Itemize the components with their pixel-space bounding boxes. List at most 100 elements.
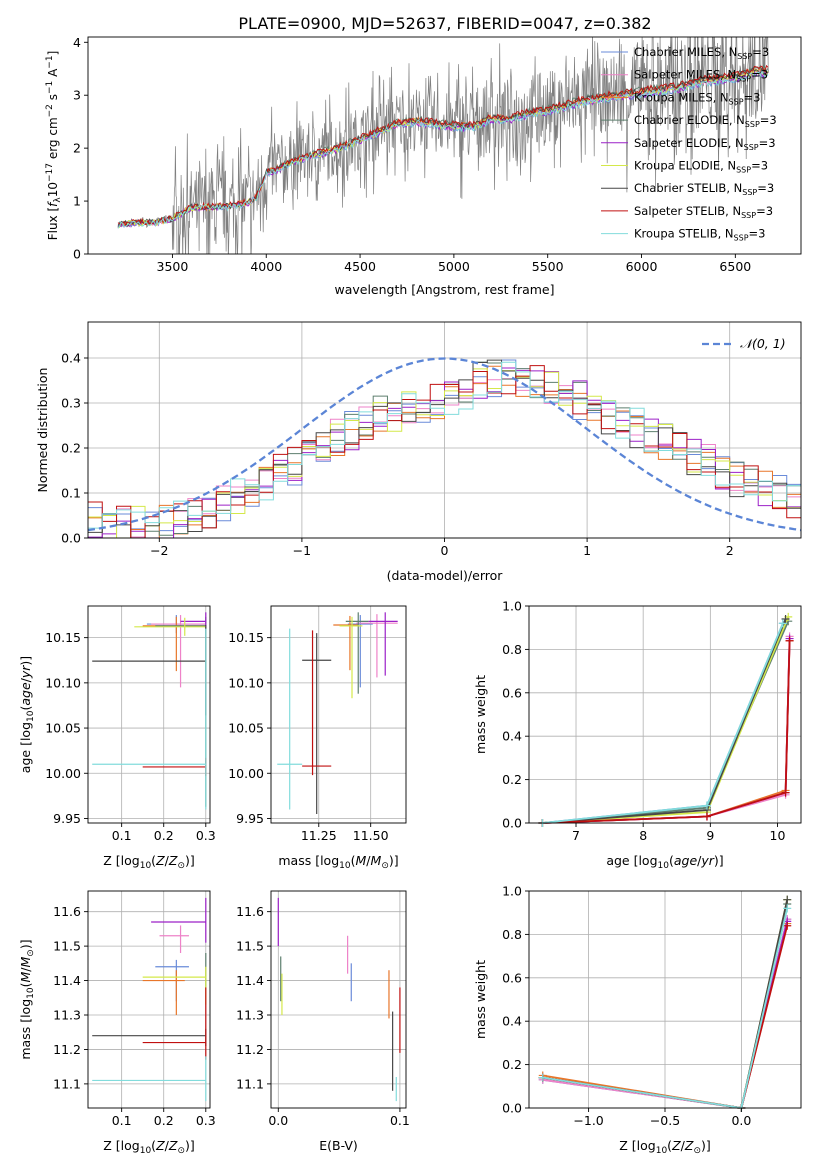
histogram-series — [88, 359, 801, 538]
errorbar-points — [277, 897, 401, 1102]
x-tick-label: −1.0 — [573, 1113, 603, 1128]
errorbar-point — [302, 633, 332, 814]
y-tick-label: 10.15 — [228, 630, 264, 645]
y-tick-label: 1 — [73, 194, 81, 209]
legend-entry: Salpeter ELODIE, NSSP=3 — [634, 136, 776, 152]
weight-marker — [702, 801, 711, 810]
y-tick-label: 0.3 — [61, 396, 81, 411]
y-tick-label: 0.0 — [502, 1101, 522, 1116]
y-tick-label: 11.4 — [53, 973, 81, 988]
residual-histogram-plot: −2 −1 0 1 2 0.0 0.1 0.2 0.3 0.4 (data-model)/error… — [35, 321, 802, 583]
spectrum-lines — [117, 37, 770, 254]
x-tick-label: 8 — [639, 828, 647, 843]
legend-entry: Chabrier ELODIE, NSSP=3 — [634, 113, 777, 129]
x-tick-label: 11.25 — [301, 828, 337, 843]
reference-legend: 𝒩(0, 1) — [702, 336, 786, 351]
model-spectrum-line — [117, 70, 769, 229]
mass-weight-vs-age-plot: 7 8 9 10 0.0 0.2 0.4 0.6 0.8 1.0 age [log10(age/yr… — [473, 599, 802, 871]
errorbar-point — [333, 615, 359, 671]
y-tick-label: 11.4 — [236, 973, 264, 988]
weight-marker — [783, 904, 792, 913]
x-tick-label: 0.0 — [268, 1113, 288, 1128]
axes-frame — [87, 36, 802, 255]
figure-title: PLATE=0900, MJD=52637, FIBERID=0047, z=0… — [238, 14, 651, 33]
x-tick-label: 9 — [706, 828, 714, 843]
age-vs-metallicity-plot: 0.1 0.2 0.3 9.95 10.00 10.05 10.10 10.15 Z [log1… — [18, 605, 216, 871]
errorbar-point — [134, 617, 206, 636]
x-tick-label: 1 — [583, 543, 591, 558]
x-tick-label: 0.1 — [112, 828, 132, 843]
errorbar-point — [142, 966, 207, 1005]
y-tick-label: 11.6 — [53, 904, 81, 919]
histogram-series — [88, 365, 801, 538]
errorbar-point — [92, 628, 207, 810]
legend-entry: Kroupa ELODIE, NSSP=3 — [634, 159, 768, 175]
errorbar-point — [277, 628, 303, 810]
y-axis-label: age [log10(age/yr)] — [18, 656, 36, 773]
axes-frame — [87, 890, 211, 1109]
x-tick-label: 3500 — [157, 259, 189, 274]
y-tick-label: 3 — [73, 88, 81, 103]
spectrum-plot: 3500 4000 4500 5000 5500 6000 6500 0 1 2 3 4 wavelen… — [45, 35, 802, 297]
normal-reference-curve — [88, 357, 801, 532]
legend-entry: Salpeter STELIB, NSSP=3 — [634, 204, 773, 220]
y-tick-label: 11.5 — [53, 939, 81, 954]
y-tick-label: 4 — [73, 35, 81, 50]
y-tick-label: 11.3 — [236, 1008, 264, 1023]
y-tick-label: 0.6 — [502, 970, 522, 985]
errorbar-point — [159, 925, 189, 953]
x-tick-label: 4500 — [344, 259, 376, 274]
x-tick-label: 11.50 — [353, 828, 389, 843]
errorbar-points — [277, 612, 398, 814]
x-tick-label: 4000 — [250, 259, 282, 274]
y-tick-label: 10.05 — [228, 721, 264, 736]
model-spectrum-line — [117, 64, 769, 228]
errorbar-point — [92, 624, 207, 716]
mass-vs-metallicity-plot: 0.1 0.2 0.3 11.1 11.2 11.3 11.4 11.5 11.6 Z [log1… — [18, 890, 216, 1156]
y-tick-label: 11.2 — [236, 1042, 264, 1057]
y-axis-label: mass weight — [473, 675, 488, 754]
observed-spectrum — [117, 37, 770, 254]
errorbar-point — [142, 616, 206, 672]
weight-marker — [702, 812, 711, 821]
y-tick-label: 11.5 — [236, 939, 264, 954]
weight-series-line — [542, 620, 790, 824]
mass-weight-vs-metallicity-plot: −1.0 −0.5 0.0 0.0 0.2 0.4 0.6 0.8 1.0 Z [log10(Z/… — [473, 884, 802, 1156]
weight-lines — [538, 612, 794, 827]
weight-series-line — [542, 623, 784, 824]
x-tick-label: 0 — [441, 543, 449, 558]
model-spectrum-line — [117, 64, 769, 227]
y-tick-label: 1.0 — [502, 599, 522, 614]
x-tick-label: 2 — [726, 543, 734, 558]
x-tick-label: 0.2 — [154, 1113, 174, 1128]
y-tick-label: 0.8 — [502, 927, 522, 942]
weight-marker — [778, 619, 787, 628]
legend-entry: 𝒩(0, 1) — [740, 336, 786, 351]
weight-marker — [781, 615, 790, 624]
legend-entry: Chabrier MILES, NSSP=3 — [634, 45, 769, 61]
mass-vs-extinction-plot: 0.0 0.1 11.1 11.2 11.3 11.4 11.5 11.6 E(B-V) — [236, 890, 410, 1153]
x-tick-label: 10 — [770, 828, 786, 843]
histogram-series — [88, 361, 801, 529]
y-tick-label: 9.95 — [53, 811, 81, 826]
weight-series-line — [542, 640, 791, 824]
y-tick-label: 11.3 — [53, 1008, 81, 1023]
y-tick-label: 0.4 — [502, 729, 522, 744]
legend-entry: Kroupa STELIB, NSSP=3 — [634, 227, 765, 243]
axes-frame — [270, 890, 407, 1109]
x-axis-label: age [log10(age/yr)] — [606, 853, 723, 871]
y-tick-label: 11.1 — [236, 1076, 264, 1091]
x-tick-label: 0.3 — [196, 828, 216, 843]
weight-series-line — [542, 640, 791, 824]
x-tick-label: 0.0 — [731, 1113, 751, 1128]
x-tick-label: 5500 — [532, 259, 564, 274]
y-axis-label: Normed distribution — [35, 368, 50, 493]
errorbar-point — [302, 630, 332, 776]
y-tick-label: 10.10 — [228, 675, 264, 690]
y-tick-label: 10.05 — [45, 721, 81, 736]
y-tick-label: 10.00 — [228, 766, 264, 781]
errorbar-point — [368, 612, 398, 676]
y-tick-label: 0.4 — [502, 1014, 522, 1029]
y-tick-label: 11.1 — [53, 1076, 81, 1091]
